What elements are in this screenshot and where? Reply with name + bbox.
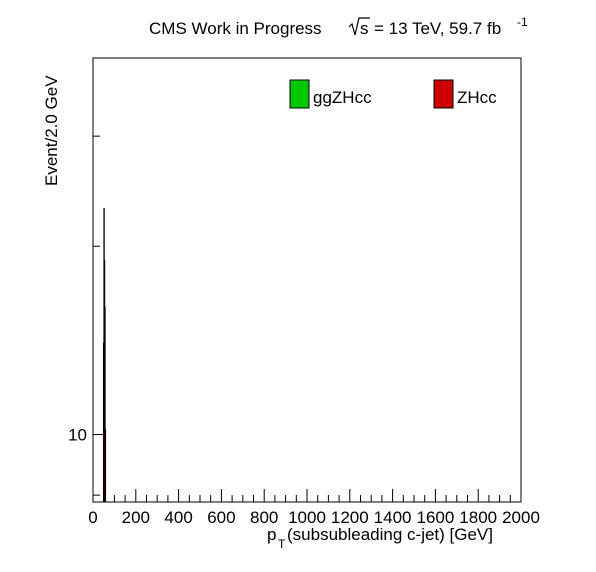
y-axis-title: Event/2.0 GeV <box>42 75 61 186</box>
x-tick-label-7: 1400 <box>374 508 412 527</box>
x-tick-label-5: 1000 <box>288 508 326 527</box>
x-tick-label-6: 1200 <box>331 508 369 527</box>
bar-zhcc-4 <box>104 428 107 503</box>
y-axis-ticks: 10 <box>68 57 105 496</box>
x-tick-label-4: 800 <box>250 508 278 527</box>
plot-frame <box>92 57 522 503</box>
legend-label-ggzhcc: ggZHcc <box>313 88 372 107</box>
legend-entry-ggzhcc: ggZHcc <box>289 79 372 109</box>
energy-prefix: s <box>360 19 369 38</box>
bars-layer <box>102 207 107 503</box>
energy-label: s = 13 TeV, 59.7 fb -1 <box>348 15 528 38</box>
x-tick-label-0: 0 <box>88 508 97 527</box>
chart-title: CMS Work in Progress <box>149 19 322 38</box>
legend-entry-zhcc: ZHcc <box>433 79 497 109</box>
x-axis-ticks: 0 200 400 600 800 1000 1200 1400 1600 1800 2000 <box>88 489 540 527</box>
legend: ggZHcc ZHcc <box>289 79 497 109</box>
legend-label-zhcc: ZHcc <box>457 88 497 107</box>
x-tick-label-2: 400 <box>164 508 192 527</box>
y-tick-label-0: 10 <box>68 426 87 445</box>
x-axis-title-main: p <box>267 525 276 544</box>
x-axis-title: p T (subsubleading c-jet) [GeV] <box>267 525 493 551</box>
x-axis-title-sub: T <box>278 537 286 551</box>
sqrt-symbol <box>348 17 370 36</box>
x-tick-label-3: 600 <box>207 508 235 527</box>
legend-swatch-zhcc <box>433 79 454 109</box>
x-tick-label-1: 200 <box>122 508 150 527</box>
energy-exponent: -1 <box>517 15 528 29</box>
x-tick-label-8: 1600 <box>416 508 454 527</box>
x-tick-label-9: 1800 <box>459 508 497 527</box>
legend-swatch-ggzhcc <box>289 79 310 109</box>
x-tick-label-10: 2000 <box>502 508 540 527</box>
energy-suffix: = 13 TeV, 59.7 fb <box>374 19 501 38</box>
x-axis-title-rest: (subsubleading c-jet) [GeV] <box>287 525 493 544</box>
